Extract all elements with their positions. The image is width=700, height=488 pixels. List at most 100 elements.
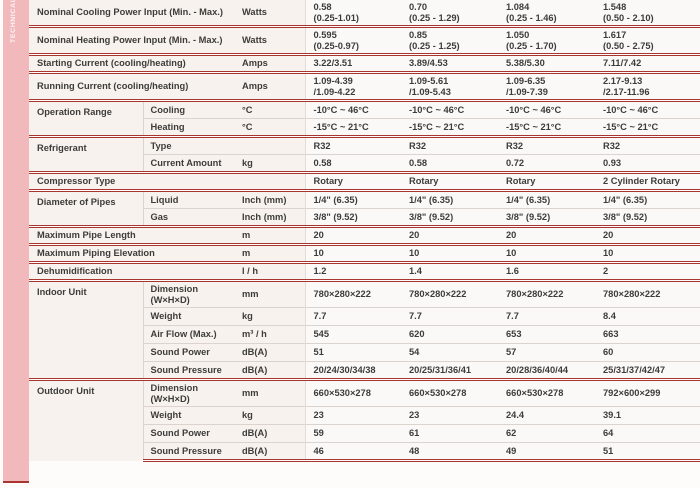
spec-value-cell: 3/8" (9.52) bbox=[595, 208, 700, 227]
spec-value-cell: 780×280×222 bbox=[304, 279, 401, 308]
spec-value-cell: Rotary bbox=[304, 171, 401, 191]
spec-value-cell: 39.1 bbox=[595, 406, 700, 425]
spec-value-cell: -15°C ~ 21°C bbox=[595, 118, 700, 137]
spec-value-cell: R32 bbox=[595, 135, 700, 155]
spec-value-cell: 7.7 bbox=[304, 307, 401, 326]
row-unit: kg bbox=[235, 406, 305, 425]
spec-value-cell: -10°C ~ 46°C bbox=[595, 99, 700, 119]
row-label: Maximum Piping Elevation bbox=[29, 243, 235, 263]
spec-value-cell: 59 bbox=[304, 424, 401, 443]
row-unit bbox=[235, 135, 305, 155]
spec-value-cell: 20/24/30/34/38 bbox=[304, 361, 401, 380]
spec-value-cell: 1/4" (6.35) bbox=[498, 189, 595, 209]
spec-value-cell: 1.09-5.61 /1.09-5.43 bbox=[401, 71, 498, 101]
spec-value-cell: 1.548 (0.50 - 2.10) bbox=[595, 0, 700, 27]
spec-value-cell: 3/8" (9.52) bbox=[498, 208, 595, 227]
spec-value-cell: 653 bbox=[498, 325, 595, 344]
spec-value-cell: -10°C ~ 46°C bbox=[498, 99, 595, 119]
row-unit: Watts bbox=[235, 25, 305, 55]
spec-value-cell: 57 bbox=[498, 343, 595, 362]
row-unit: m bbox=[235, 225, 305, 245]
spec-value-cell: 24.4 bbox=[498, 406, 595, 425]
table-bottom-border bbox=[3, 481, 29, 483]
row-sublabel: Current Amount bbox=[143, 154, 235, 173]
spec-value-cell: 23 bbox=[401, 406, 498, 425]
spec-value-cell: 20/25/31/36/41 bbox=[401, 361, 498, 380]
spec-value-cell: 780×280×222 bbox=[498, 279, 595, 308]
technical-section-tab: TECHNICAL S bbox=[3, 0, 29, 481]
spec-value-cell: 0.72 bbox=[498, 154, 595, 173]
spec-value-cell: 660×530×278 bbox=[304, 378, 401, 407]
table-row: Dehumidification l / h 1.2 1.4 1.6 2 bbox=[29, 261, 700, 281]
row-label: Indoor Unit bbox=[29, 279, 144, 380]
row-label: Outdoor Unit bbox=[29, 378, 144, 461]
spec-value-cell: R32 bbox=[498, 135, 595, 155]
row-label: Maximum Pipe Length bbox=[29, 225, 235, 245]
spec-value-cell: 1/4" (6.35) bbox=[304, 189, 401, 209]
spec-value-cell: 62 bbox=[498, 424, 595, 443]
spec-value-cell: 0.93 bbox=[595, 154, 700, 173]
spec-value-cell: 2 Cylinder Rotary bbox=[595, 171, 700, 191]
row-unit: Watts bbox=[235, 0, 305, 27]
row-label: Nominal Cooling Power Input (Min. - Max.… bbox=[29, 0, 235, 27]
row-sublabel: Sound Pressure bbox=[143, 442, 235, 462]
table-row: Indoor Unit Dimension (W×H×D) mm 780×280×22… bbox=[29, 279, 700, 380]
row-unit: dB(A) bbox=[235, 442, 305, 462]
spec-value-cell: 1.6 bbox=[498, 261, 595, 281]
spec-value-cell: 2.17-9.13 /2.17-11.96 bbox=[595, 71, 700, 101]
spec-value-cell: 10 bbox=[498, 243, 595, 263]
spec-value-cell: 620 bbox=[401, 325, 498, 344]
spec-value-cell: 20/28/36/40/44 bbox=[498, 361, 595, 380]
row-sublabel: Air Flow (Max.) bbox=[143, 325, 235, 344]
spec-value-cell: 660×530×278 bbox=[498, 378, 595, 407]
table-row: Gas Inch (mm) 3/8" (9.52) 3/8" (9.52) 3/8" (… bbox=[29, 208, 700, 227]
row-unit: kg bbox=[235, 154, 305, 173]
row-unit: kg bbox=[235, 307, 305, 326]
row-unit: l / h bbox=[235, 261, 305, 281]
table-row: Sound Power dB(A) 51 54 57 60 bbox=[29, 343, 700, 362]
spec-value-cell: 0.595 (0.25-0.97) bbox=[304, 25, 401, 55]
spec-value-cell: 25/31/37/42/47 bbox=[595, 361, 700, 380]
spec-value-cell: 64 bbox=[595, 424, 700, 443]
row-label: Running Current (cooling/heating) bbox=[29, 71, 235, 101]
table-row: Air Flow (Max.) m³ / h 545 620 653 663 bbox=[29, 325, 700, 344]
table-row: Running Current (cooling/heating) Amps 1.0… bbox=[29, 71, 700, 101]
spec-value-cell: 780×280×222 bbox=[401, 279, 498, 308]
table-row: Heating °C -15°C ~ 21°C -15°C ~ 21°C -15°C ~… bbox=[29, 118, 700, 137]
spec-value-cell: 1.09-6.35 /1.09-7.39 bbox=[498, 71, 595, 101]
row-unit: mm bbox=[235, 279, 305, 308]
table-row: Starting Current (cooling/heating) Amps 3.… bbox=[29, 53, 700, 73]
table-row: Maximum Pipe Length m 20 20 20 20 bbox=[29, 225, 700, 245]
spec-value-cell: 1/4" (6.35) bbox=[401, 189, 498, 209]
table-row: Compressor Type Rotary Rotary Rotary 2 Cylin… bbox=[29, 171, 700, 191]
row-sublabel: Type bbox=[143, 135, 235, 155]
spec-value-cell: -10°C ~ 46°C bbox=[401, 99, 498, 119]
spec-value-cell: -10°C ~ 46°C bbox=[304, 99, 401, 119]
row-unit: °C bbox=[235, 118, 305, 137]
spec-value-cell: 7.7 bbox=[401, 307, 498, 326]
spec-value-cell: 792×600×299 bbox=[595, 378, 700, 407]
row-unit: Amps bbox=[235, 53, 305, 73]
row-unit: m bbox=[235, 243, 305, 263]
technical-section-tab-label: TECHNICAL S bbox=[10, 0, 17, 43]
row-sublabel: Heating bbox=[143, 118, 235, 137]
row-label: Refrigerant bbox=[29, 135, 144, 173]
spec-value-cell: 663 bbox=[595, 325, 700, 344]
spec-value-cell: -15°C ~ 21°C bbox=[304, 118, 401, 137]
table-row: Current Amount kg 0.58 0.58 0.72 0.93 bbox=[29, 154, 700, 173]
spec-value-cell: 49 bbox=[498, 442, 595, 462]
spec-value-cell: 7.7 bbox=[498, 307, 595, 326]
spec-value-cell: 1.084 (0.25 - 1.46) bbox=[498, 0, 595, 27]
spec-value-cell: 10 bbox=[401, 243, 498, 263]
spec-table: Nominal Cooling Power Input (Min. - Max.… bbox=[29, 0, 700, 462]
row-sublabel: Liquid bbox=[143, 189, 235, 209]
spec-value-cell: -15°C ~ 21°C bbox=[401, 118, 498, 137]
row-sublabel: Sound Pressure bbox=[143, 361, 235, 380]
table-row: Weight kg 23 23 24.4 39.1 bbox=[29, 406, 700, 425]
row-unit: dB(A) bbox=[235, 343, 305, 362]
table-row: Refrigerant Type R32 R32 R32 R32 bbox=[29, 135, 700, 173]
technical-spec-table: Nominal Cooling Power Input (Min. - Max.… bbox=[29, 0, 700, 462]
row-sublabel: Gas bbox=[143, 208, 235, 227]
table-row: Nominal Cooling Power Input (Min. - Max.… bbox=[29, 0, 700, 27]
spec-value-cell: 48 bbox=[401, 442, 498, 462]
